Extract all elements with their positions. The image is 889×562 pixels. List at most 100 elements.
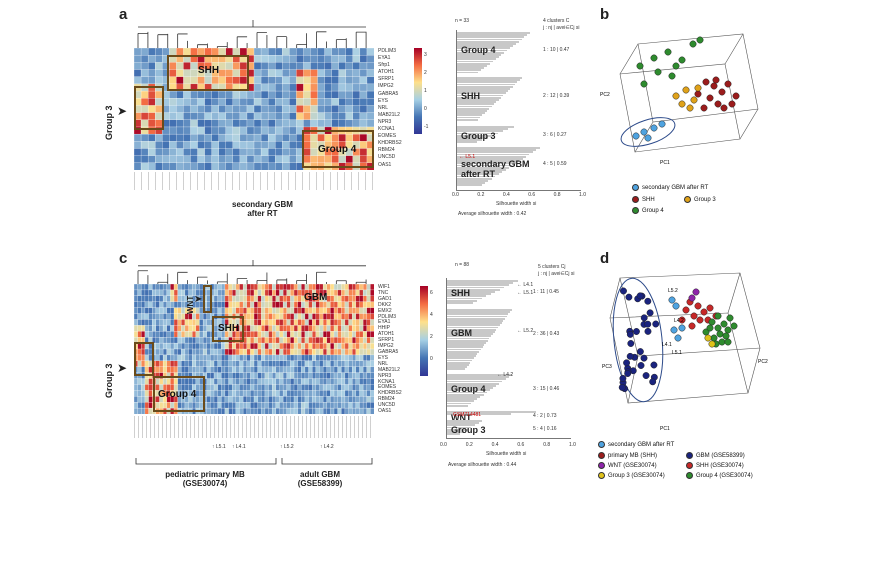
heatmap-cell xyxy=(279,313,284,320)
heatmap-cell xyxy=(232,105,241,114)
x-tick: 0.2 xyxy=(477,192,485,198)
heatmap-cell xyxy=(261,390,266,397)
heatmap-cell xyxy=(310,98,318,106)
heatmap-cell xyxy=(326,348,331,356)
heatmap-cell xyxy=(308,331,313,338)
heatmap-cell xyxy=(232,148,241,157)
heatmap-cell xyxy=(290,337,295,344)
heatmap-cell xyxy=(304,331,309,338)
heatmap-cell xyxy=(337,295,342,303)
heatmap-cell xyxy=(326,372,331,379)
heatmap-cell xyxy=(359,378,364,385)
panel-d-3d-scatter: L5.2L4.2L4.1L5.1 PC1 PC2 PC3 xyxy=(602,272,768,432)
heatmap-cell xyxy=(268,372,273,379)
heatmap-cell xyxy=(148,301,153,309)
heatmap-cell xyxy=(170,337,175,344)
heatmap-cell xyxy=(228,378,233,385)
heatmap-cell xyxy=(264,319,269,326)
heatmap-cell xyxy=(204,119,213,128)
heatmap-cell xyxy=(217,301,222,309)
heatmap-cell xyxy=(181,295,186,303)
silhouette-bar xyxy=(457,47,511,50)
heatmap-cell xyxy=(148,289,153,297)
heatmap-cell xyxy=(133,69,142,78)
heatmap-cell xyxy=(261,307,266,314)
heatmap-cell xyxy=(319,331,324,338)
scatter-point xyxy=(626,330,634,338)
heatmap-cell xyxy=(141,331,146,338)
heatmap-cell xyxy=(322,384,328,391)
heatmap-cell xyxy=(366,390,371,397)
heatmap-cell xyxy=(286,348,291,356)
heatmap-cell xyxy=(275,396,280,403)
heatmap-cell xyxy=(366,119,375,128)
heatmap-cell xyxy=(257,307,262,314)
scatter-point xyxy=(624,370,632,377)
silhouette-bar xyxy=(457,34,528,36)
heatmap-cell xyxy=(144,407,149,415)
heatmap-cell xyxy=(235,307,240,314)
heatmap-cell xyxy=(331,55,340,63)
silhouette-group-stat: 1 : 11 | 0.45 xyxy=(533,289,559,296)
heatmap-cell xyxy=(199,348,204,356)
heatmap-cell xyxy=(366,289,371,297)
heatmap-cell xyxy=(190,155,198,164)
heatmap-cell xyxy=(144,390,149,397)
heatmap-cell xyxy=(319,342,324,350)
heatmap-cell xyxy=(217,289,222,297)
heatmap-cell xyxy=(337,360,342,368)
heatmap-cell xyxy=(232,90,241,99)
heatmap-cell xyxy=(183,133,191,142)
heatmap-cell xyxy=(330,354,335,362)
heatmap-cell xyxy=(337,319,342,326)
heatmap-cell xyxy=(319,407,324,415)
heatmap-cell xyxy=(232,366,237,374)
heatmap-cell xyxy=(242,366,248,374)
heatmap-cell xyxy=(337,407,342,415)
heatmap-cell xyxy=(293,366,299,374)
heatmap-cell xyxy=(246,289,251,297)
heatmap-cell xyxy=(296,83,304,92)
silhouette-group-label: secondary GBM after RT xyxy=(461,159,530,179)
heatmap-cell xyxy=(319,396,324,403)
silhouette-bar xyxy=(447,280,518,282)
silhouette-bar xyxy=(457,171,503,173)
heatmap-cell xyxy=(312,407,317,415)
panel-a-sil-xticks: 0.0 0.2 0.4 0.6 0.8 1.0 xyxy=(452,192,586,198)
heatmap-cell xyxy=(242,390,248,397)
legend-dot xyxy=(686,452,693,459)
heatmap-cell xyxy=(315,372,320,379)
heatmap-cell xyxy=(173,342,179,350)
heatmap-cell xyxy=(337,396,342,403)
heatmap-cell xyxy=(173,295,179,303)
heatmap-cell xyxy=(242,402,248,409)
heatmap-cell xyxy=(275,407,280,415)
heatmap-cell xyxy=(303,105,311,114)
heatmap-cell xyxy=(267,126,276,135)
heatmap-cell xyxy=(370,378,375,385)
heatmap-cell xyxy=(289,155,297,164)
panel-c-heatmap xyxy=(133,283,375,415)
heatmap-cell xyxy=(204,141,213,149)
heatmap-cell xyxy=(199,360,204,368)
heatmap-cell xyxy=(275,354,280,362)
silhouette-bar xyxy=(457,169,506,171)
heatmap-cell xyxy=(224,301,229,309)
heatmap-cell xyxy=(210,396,215,403)
heatmap-cell xyxy=(181,301,186,309)
heatmap-cell xyxy=(319,378,324,385)
heatmap-cell xyxy=(333,331,339,338)
heatmap-cell xyxy=(197,162,206,171)
heatmap-cell xyxy=(275,155,283,164)
heatmap-cell xyxy=(355,289,360,297)
heatmap-cell xyxy=(279,307,284,314)
heatmap-cell xyxy=(315,337,320,344)
heatmap-cell xyxy=(170,331,175,338)
heatmap-cell xyxy=(141,402,146,409)
heatmap-cell xyxy=(272,396,277,403)
heatmap-cell xyxy=(260,98,269,106)
heatmap-cell xyxy=(282,283,288,291)
silhouette-marker: ← L5.1 xyxy=(459,154,476,160)
legend-item: Group 3 xyxy=(684,196,716,203)
heatmap-cell xyxy=(224,366,229,374)
